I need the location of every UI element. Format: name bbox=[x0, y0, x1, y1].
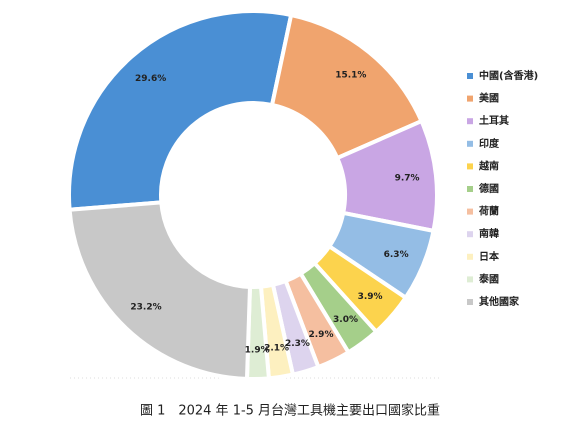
value-label: 2.1% bbox=[264, 344, 289, 354]
value-label: 2.9% bbox=[309, 330, 334, 340]
value-label: 3.9% bbox=[358, 292, 383, 302]
legend-label: 泰國 bbox=[478, 272, 499, 285]
legend-swatch bbox=[467, 140, 473, 147]
value-label: 2.3% bbox=[285, 339, 310, 349]
value-label: 1.9% bbox=[245, 345, 270, 355]
legend-swatch bbox=[467, 299, 473, 305]
value-label: 3.0% bbox=[333, 315, 358, 325]
value-label: 6.3% bbox=[384, 250, 409, 260]
legend-swatch bbox=[467, 276, 473, 283]
slice bbox=[269, 12, 425, 161]
legend-label: 其他國家 bbox=[479, 295, 520, 308]
legend-label: 荷蘭 bbox=[478, 205, 499, 218]
caption: 圖 1 2024 年 1-5 月台灣工具機主要出口國家比重 bbox=[140, 403, 440, 419]
legend-label: 中國(含香港) bbox=[479, 69, 538, 82]
legend-swatch bbox=[467, 231, 473, 238]
legend-label: 德國 bbox=[478, 182, 499, 195]
legend-swatch bbox=[467, 73, 473, 79]
legend-swatch bbox=[467, 186, 473, 192]
legend-swatch bbox=[467, 208, 473, 215]
legend-label: 土耳其 bbox=[479, 114, 509, 127]
value-label: 15.1% bbox=[335, 70, 366, 80]
legend-label: 日本 bbox=[479, 250, 500, 263]
legend-swatch bbox=[467, 95, 473, 102]
legend-label: 南韓 bbox=[479, 227, 499, 240]
slice bbox=[67, 9, 294, 212]
value-label: 29.6% bbox=[135, 74, 166, 84]
legend-label: 越南 bbox=[478, 159, 499, 172]
legend-label: 美國 bbox=[479, 92, 499, 105]
legend-swatch bbox=[467, 163, 473, 170]
value-label: 9.7% bbox=[395, 174, 420, 184]
legend-swatch bbox=[467, 118, 473, 125]
legend-swatch bbox=[467, 253, 473, 260]
value-label: 23.2% bbox=[130, 303, 161, 313]
slice bbox=[67, 200, 253, 381]
legend-label: 印度 bbox=[479, 137, 500, 150]
